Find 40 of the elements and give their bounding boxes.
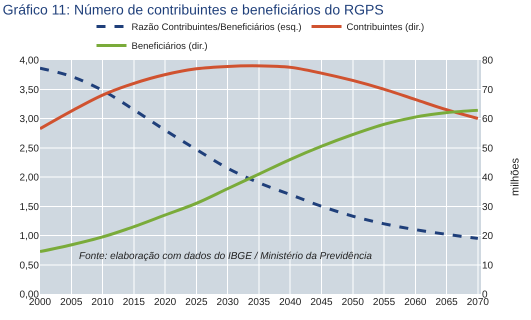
- y2-tick-label: 70: [482, 84, 494, 96]
- y-tick-label: 4,00: [20, 56, 40, 66]
- x-tick-label: 2035: [248, 297, 270, 308]
- legend-label: Beneficiários (dir.): [132, 41, 208, 52]
- line-series: [40, 64, 480, 130]
- y-tick-label: 3,50: [20, 84, 40, 96]
- x-tick-label: 2030: [216, 297, 240, 308]
- y2-tick-label: 40: [482, 172, 494, 184]
- y-tick-label: 2,00: [20, 172, 40, 184]
- x-tick-label: 2040: [279, 297, 302, 308]
- legend-label: Contribuintes (dir.): [346, 22, 424, 34]
- x-tick-label: 2050: [342, 297, 364, 308]
- y2-tick-label: 50: [482, 143, 494, 154]
- y-tick-label: 1,00: [20, 231, 40, 242]
- y2-tick-label: 60: [482, 114, 494, 125]
- line-series: [40, 108, 480, 254]
- y-tick-label: 0,50: [20, 260, 40, 272]
- x-tick-label: 2025: [185, 297, 208, 308]
- x-tick-label: 2005: [60, 297, 83, 308]
- x-tick-label: 2070: [466, 297, 490, 308]
- chart-title: Gráfico 11: Número de contribuintes e beneficiários do RGPS: [2, 2, 384, 18]
- legend-label: Razão Contribuintes/Beneficiários (esq.): [132, 22, 302, 34]
- y2-axis-title: milhões: [510, 158, 522, 196]
- y2-tick-label: 80: [482, 56, 494, 66]
- x-tick-label: 2045: [310, 297, 334, 308]
- annotation: Fonte: elaboração com dados do IBGE / Ministério da Previdência: [79, 251, 372, 262]
- x-tick-label: 2020: [154, 297, 177, 308]
- x-tick-label: 2060: [404, 297, 427, 308]
- line-series: [40, 66, 480, 240]
- y-tick-label: 3,00: [20, 114, 40, 125]
- x-tick-label: 2010: [91, 297, 114, 308]
- y2-tick-label: 30: [482, 202, 494, 213]
- x-tick-label: 2000: [28, 297, 52, 308]
- y-tick-label: 2,50: [20, 143, 40, 154]
- x-tick-label: 2055: [372, 297, 396, 308]
- y-tick-label: 1,50: [20, 202, 40, 213]
- y2-tick-label: 10: [482, 260, 494, 272]
- y2-tick-label: 20: [482, 231, 494, 242]
- x-tick-label: 2065: [435, 297, 458, 308]
- x-tick-label: 2015: [122, 297, 146, 308]
